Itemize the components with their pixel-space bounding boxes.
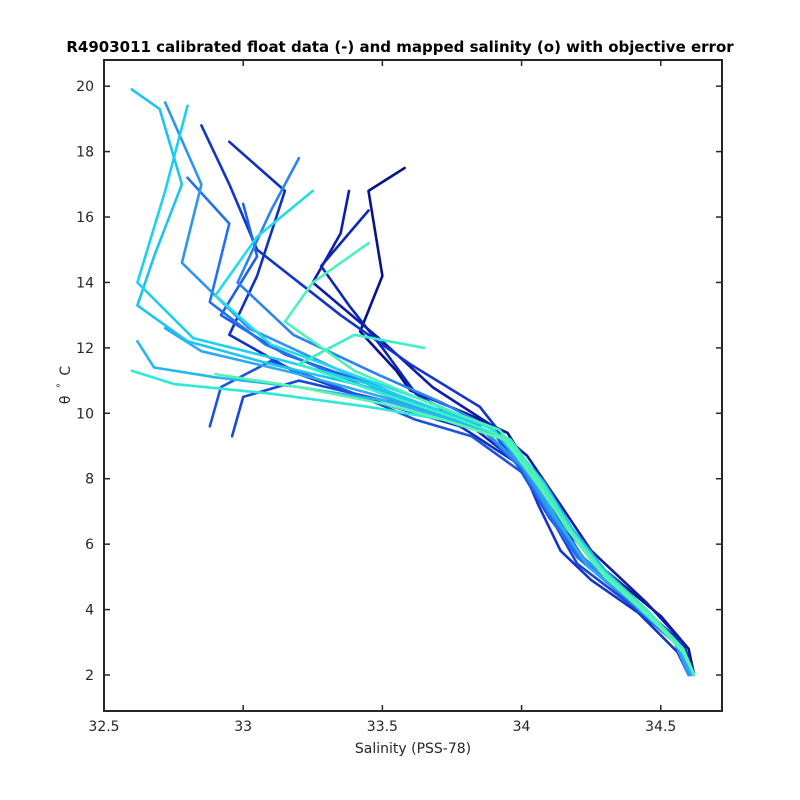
x-tick-label: 33	[234, 719, 252, 735]
svg-text:θ ° C: θ ° C	[52, 366, 74, 404]
y-tick-label: 6	[85, 537, 94, 553]
x-tick-label: 33.5	[367, 719, 398, 735]
y-axis-unit: C	[58, 366, 74, 376]
axis-ticks: 32.5 33 33.5 34 34.5 2 4 6 8 10 12 14 16 18 20	[76, 60, 722, 735]
series-group	[130, 88, 696, 677]
plot-area	[104, 60, 722, 711]
y-tick-label: 20	[76, 79, 94, 95]
x-tick-label: 34	[513, 719, 531, 735]
y-tick-label: 10	[76, 406, 94, 422]
chart-title: R4903011 calibrated float data (-) and m…	[66, 38, 734, 56]
y-tick-label: 12	[76, 341, 94, 357]
y-tick-label: 18	[76, 145, 94, 161]
y-axis-label: θ ° C	[52, 366, 74, 404]
series-line	[297, 333, 696, 677]
y-axis-symbol: θ	[58, 396, 74, 405]
y-tick-label: 14	[76, 275, 94, 291]
y-tick-label: 16	[76, 210, 94, 226]
x-axis-label: Salinity (PSS-78)	[355, 741, 471, 757]
y-axis-degree: °	[56, 383, 67, 388]
y-tick-label: 2	[85, 668, 94, 684]
y-tick-label: 4	[85, 603, 94, 619]
x-tick-label: 32.5	[88, 719, 119, 735]
plot-frame	[103, 59, 723, 712]
x-tick-label: 34.5	[645, 719, 676, 735]
y-tick-label: 8	[85, 472, 94, 488]
series-line	[214, 372, 696, 677]
